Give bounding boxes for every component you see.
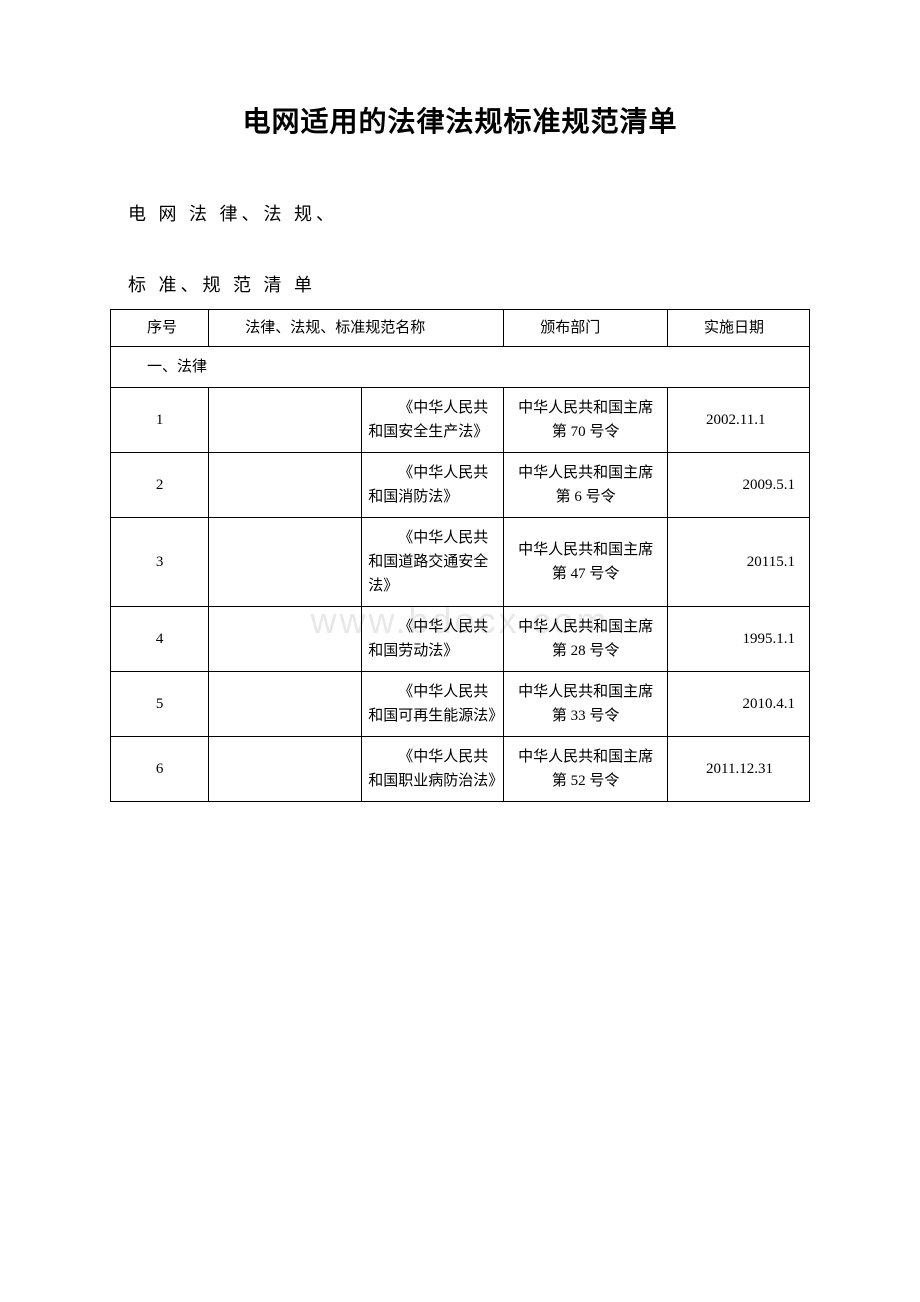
cell-empty [209, 388, 362, 453]
cell-dept: 中华人民共和国主席第 52 号令 [504, 737, 668, 802]
cell-date: 2010.4.1 [668, 672, 810, 737]
cell-seq: 2 [111, 453, 209, 518]
cell-seq: 1 [111, 388, 209, 453]
table-row: 1 《中华人民共和国安全生产法》中华人民共和国主席第 70 号令2002.11.1 [111, 388, 810, 453]
subtitle-line-2: 标 准、规 范 清 单 [110, 271, 810, 297]
cell-seq: 3 [111, 518, 209, 607]
cell-empty [209, 453, 362, 518]
regulations-table: 序号 法律、法规、标准规范名称 颁布部门 实施日期 一、法律 1 《中华人民共和国… [110, 309, 810, 802]
cell-date: 2002.11.1 [668, 388, 810, 453]
document-content: 电网适用的法律法规标准规范清单 电 网 法 律、法 规、 标 准、规 范 清 单… [110, 100, 810, 802]
cell-date: 1995.1.1 [668, 607, 810, 672]
table-row: 3 《中华人民共和国道路交通安全法》中华人民共和国主席第 47 号令20115.1 [111, 518, 810, 607]
header-seq: 序号 [111, 310, 209, 347]
header-dept: 颁布部门 [504, 310, 668, 347]
section-header-row: 一、法律 [111, 347, 810, 388]
cell-name: 《中华人民共和国职业病防治法》 [362, 737, 504, 802]
page-title: 电网适用的法律法规标准规范清单 [110, 100, 810, 140]
cell-dept: 中华人民共和国主席第 47 号令 [504, 518, 668, 607]
cell-name: 《中华人民共和国安全生产法》 [362, 388, 504, 453]
header-date: 实施日期 [668, 310, 810, 347]
cell-empty [209, 737, 362, 802]
cell-dept: 中华人民共和国主席第 33 号令 [504, 672, 668, 737]
cell-date: 20115.1 [668, 518, 810, 607]
subtitle-line-1: 电 网 法 律、法 规、 [110, 200, 810, 226]
header-name: 法律、法规、标准规范名称 [209, 310, 504, 347]
cell-seq: 4 [111, 607, 209, 672]
cell-empty [209, 672, 362, 737]
cell-seq: 5 [111, 672, 209, 737]
cell-dept: 中华人民共和国主席第 6 号令 [504, 453, 668, 518]
cell-empty [209, 607, 362, 672]
cell-name: 《中华人民共和国消防法》 [362, 453, 504, 518]
cell-date: 2009.5.1 [668, 453, 810, 518]
table-row: 4 《中华人民共和国劳动法》中华人民共和国主席第 28 号令1995.1.1 [111, 607, 810, 672]
table-row: 5 《中华人民共和国可再生能源法》中华人民共和国主席第 33 号令2010.4.1 [111, 672, 810, 737]
cell-name: 《中华人民共和国道路交通安全法》 [362, 518, 504, 607]
cell-dept: 中华人民共和国主席第 28 号令 [504, 607, 668, 672]
cell-dept: 中华人民共和国主席第 70 号令 [504, 388, 668, 453]
cell-date: 2011.12.31 [668, 737, 810, 802]
cell-seq: 6 [111, 737, 209, 802]
section-header: 一、法律 [111, 347, 810, 388]
cell-empty [209, 518, 362, 607]
cell-name: 《中华人民共和国可再生能源法》 [362, 672, 504, 737]
table-row: 2 《中华人民共和国消防法》中华人民共和国主席第 6 号令2009.5.1 [111, 453, 810, 518]
table-row: 6 《中华人民共和国职业病防治法》中华人民共和国主席第 52 号令2011.12.… [111, 737, 810, 802]
cell-name: 《中华人民共和国劳动法》 [362, 607, 504, 672]
table-header-row: 序号 法律、法规、标准规范名称 颁布部门 实施日期 [111, 310, 810, 347]
